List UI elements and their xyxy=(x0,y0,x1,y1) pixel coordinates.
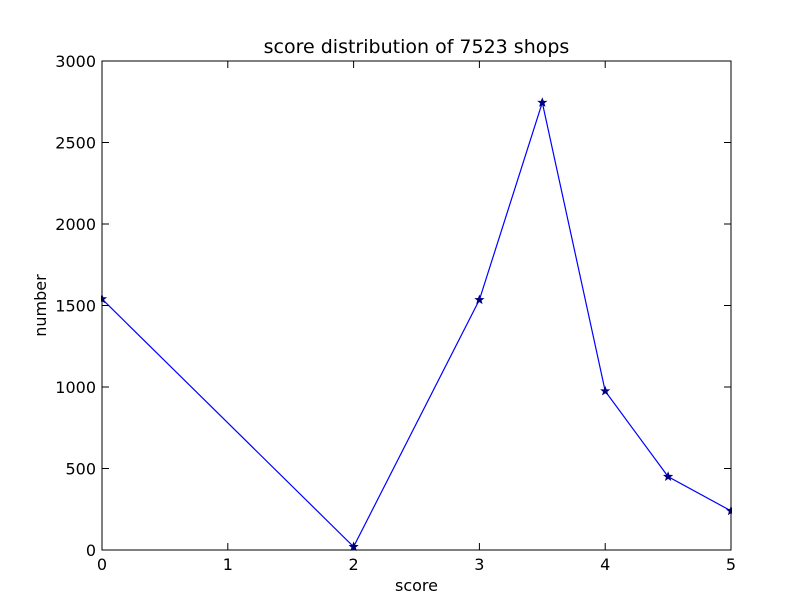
x-tick-label: 2 xyxy=(349,555,359,574)
y-tick-label: 3000 xyxy=(55,52,96,71)
data-point-star xyxy=(600,385,611,396)
y-tick-label: 500 xyxy=(65,460,96,479)
y-tick-label: 0 xyxy=(86,541,96,560)
x-tick-label: 1 xyxy=(223,555,233,574)
data-point-star xyxy=(537,97,548,107)
data-point-star xyxy=(474,294,485,305)
x-tick-label: 3 xyxy=(474,555,484,574)
chart-title: score distribution of 7523 shops xyxy=(264,36,570,58)
x-tick-label: 5 xyxy=(726,555,736,574)
x-tick-label: 4 xyxy=(600,555,610,574)
x-tick-label: 0 xyxy=(97,555,107,574)
y-tick-label: 2000 xyxy=(55,215,96,234)
y-tick-label: 2500 xyxy=(55,134,96,153)
x-axis-title: score xyxy=(395,576,438,595)
data-point-star xyxy=(663,471,674,481)
y-tick-label: 1000 xyxy=(55,378,96,397)
y-axis-title: number xyxy=(31,274,50,337)
tick-layer: 0 1 2 3 4 5 0 500 1000 1500 2000 2500 3000 xyxy=(55,52,736,574)
y-tick-label: 1500 xyxy=(55,297,96,316)
